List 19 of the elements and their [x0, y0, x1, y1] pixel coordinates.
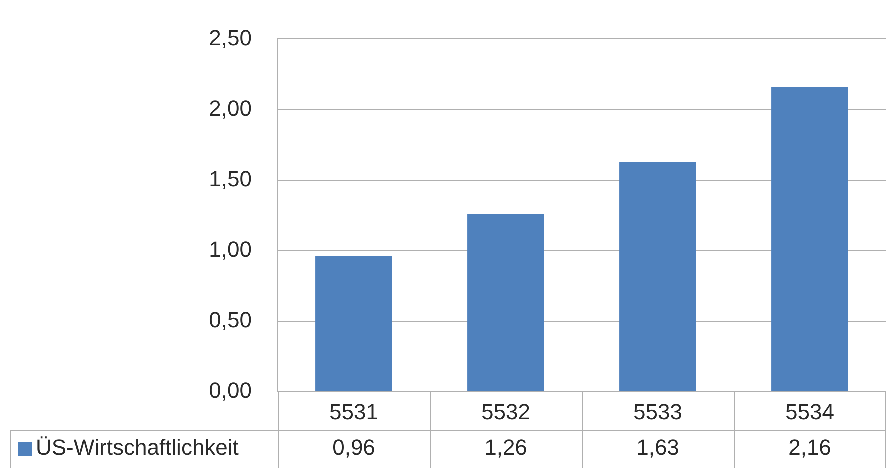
x-tick-label: 5532: [482, 399, 530, 424]
bar: [772, 87, 848, 392]
x-tick-label: 5531: [330, 399, 378, 424]
data-label: 1,63: [636, 435, 680, 460]
y-tick-label: 1,50: [209, 166, 252, 192]
y-tick-label: 0,50: [209, 308, 252, 333]
y-tick-label: 1,00: [209, 236, 252, 262]
legend-label: ÜS-Wirtschaftlichkeit: [36, 435, 239, 460]
x-tick-label: 5533: [634, 399, 682, 424]
data-label: 2,16: [788, 435, 832, 460]
y-tick-label: 0,00: [209, 378, 252, 404]
y-tick-label: 2,00: [209, 96, 252, 121]
bar: [316, 256, 392, 392]
data-label: 0,96: [332, 435, 376, 460]
data-label: 1,26: [484, 435, 528, 460]
x-tick-label: 5534: [786, 399, 834, 424]
y-tick-label: 2,50: [209, 25, 252, 50]
bar: [620, 162, 696, 392]
bar: [468, 214, 544, 392]
